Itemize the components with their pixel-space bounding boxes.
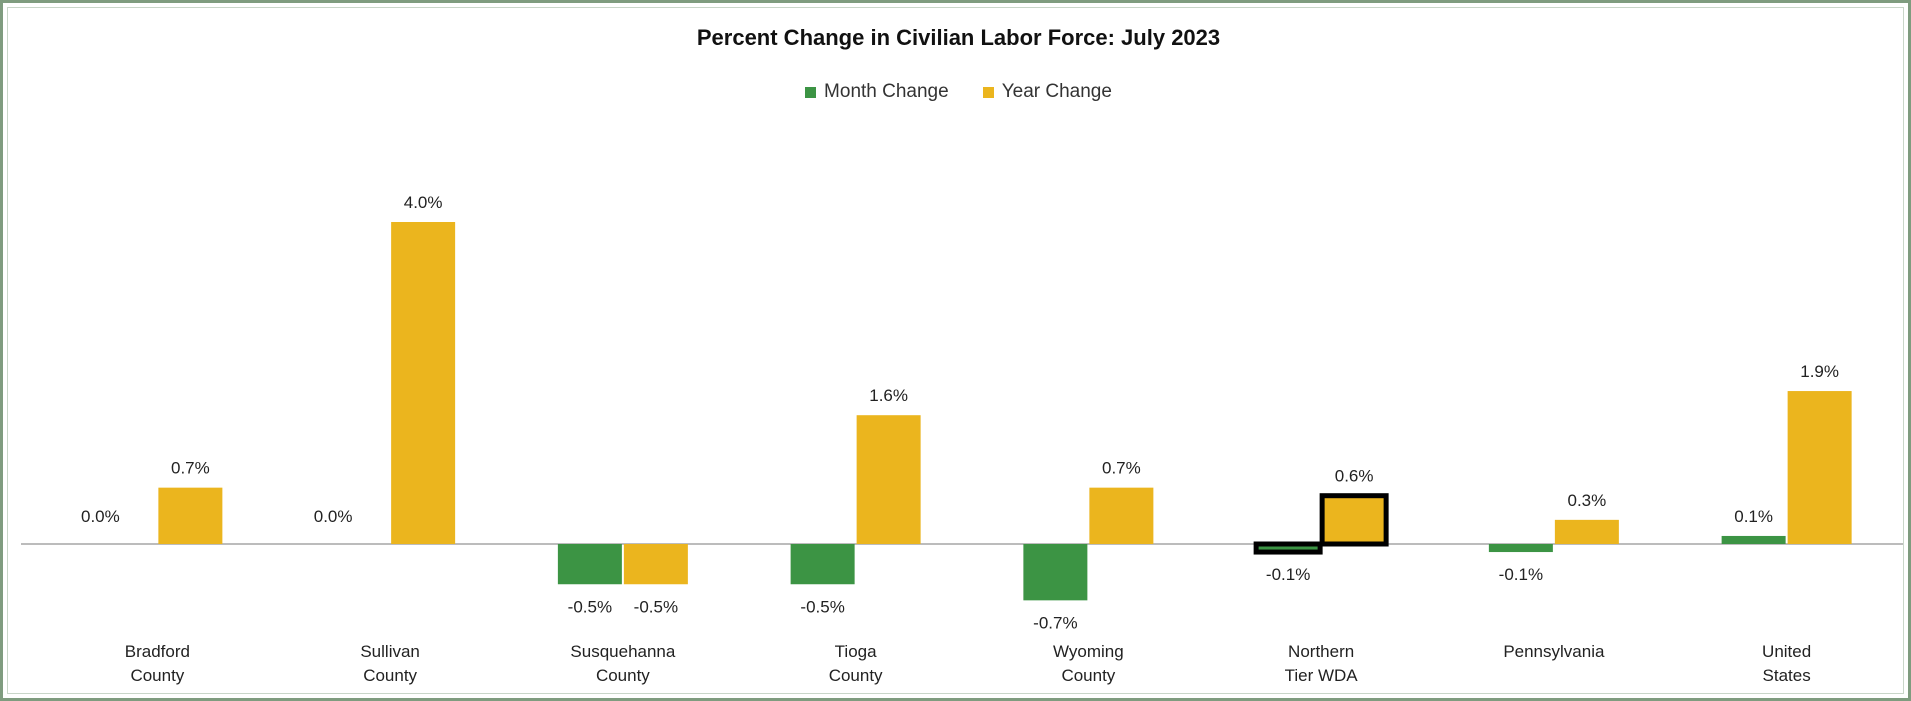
bar-year-3 [856,415,921,544]
data-label-month-4: -0.7% [1033,613,1077,632]
bar-year-1 [391,222,456,544]
data-label-year-4: 0.7% [1102,459,1141,478]
bar-month-6 [1488,544,1553,553]
data-label-month-7: 0.1% [1734,507,1773,526]
data-label-month-6: -0.1% [1499,565,1543,584]
data-label-year-6: 0.3% [1568,491,1607,510]
category-label-2-line-1: County [596,666,650,685]
bar-year-4 [1089,487,1154,544]
chart-legend: Month Change Year Change [3,81,1911,103]
legend-item-year-change: Year Change [982,81,1112,103]
bar-month-7 [1721,535,1786,544]
data-label-year-5: 0.6% [1335,467,1374,486]
category-label-0-line-0: Bradford [125,642,190,661]
category-label-3-line-1: County [829,666,883,685]
category-label-1-line-0: Sullivan [360,642,420,661]
data-label-year-7: 1.9% [1800,362,1839,381]
category-label-4-line-1: County [1061,666,1115,685]
bar-year-2 [623,544,688,585]
bar-year-7 [1787,391,1852,544]
bar-month-3 [790,544,855,585]
data-label-month-1: 0.0% [314,507,353,526]
category-label-2-line-0: Susquehanna [570,642,675,661]
legend-swatch-year-change [982,86,994,98]
category-label-6-line-0: Pennsylvania [1503,642,1605,661]
bar-month-4 [1023,544,1088,601]
data-label-month-5: -0.1% [1266,565,1310,584]
legend-label-year-change: Year Change [1001,81,1112,102]
data-label-year-2: -0.5% [634,597,678,616]
category-label-7-line-0: United [1762,642,1811,661]
category-label-3-line-0: Tioga [835,642,877,661]
bar-year-6 [1554,519,1619,544]
category-label-0-line-1: County [130,666,184,685]
data-label-year-3: 1.6% [869,386,908,405]
category-label-1-line-1: County [363,666,417,685]
data-label-year-0: 0.7% [171,459,210,478]
legend-item-month-change: Month Change [805,81,949,103]
data-label-year-1: 4.0% [404,193,443,212]
bar-month-2 [557,544,622,585]
category-label-5-line-0: Northern [1288,642,1354,661]
bar-year-5 [1319,493,1389,547]
bar-chart-plot: 0.0% 0.7% Bradford County 0.0% 4.0% Sullivan Co… [21,193,1903,685]
legend-label-month-change: Month Change [824,81,949,102]
data-label-month-0: 0.0% [81,507,120,526]
category-label-5-line-1: Tier WDA [1285,666,1359,685]
data-label-month-3: -0.5% [800,597,844,616]
data-label-month-2: -0.5% [568,597,612,616]
bar-month-5 [1253,541,1323,555]
bar-year-0 [158,487,223,544]
chart-title: Percent Change in Civilian Labor Force: … [696,25,1221,50]
category-label-4-line-0: Wyoming [1053,642,1124,661]
legend-swatch-month-change [805,86,817,98]
category-label-7-line-1: States [1763,666,1811,685]
